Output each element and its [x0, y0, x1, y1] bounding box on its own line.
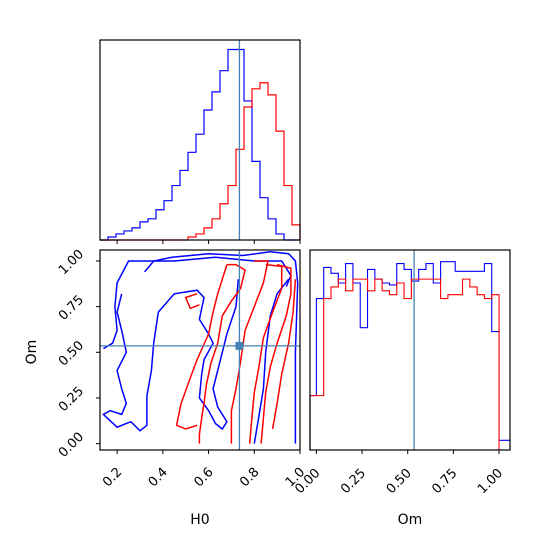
contour-series-b-6 — [184, 293, 200, 310]
y-axis-label-om: Om — [24, 340, 40, 365]
h0-hist-frame — [99, 39, 301, 241]
contour-series-b-2 — [248, 263, 283, 444]
h0-om-contour-panel: 0.2 0.4 0.6 0.8 1.00.000.250.500.751.00 — [56, 247, 308, 490]
contour-series-b-3 — [260, 263, 292, 444]
contour-series-a-3 — [253, 278, 290, 444]
om-hist-series-b — [309, 278, 510, 451]
contour-series-a-0 — [144, 251, 299, 444]
om-y-tick-label: 0.00 — [56, 430, 87, 461]
h0-x-tick-label: 0.8 — [237, 465, 262, 490]
h0-hist-series-a — [100, 48, 300, 241]
om-y-tick-label: 1.00 — [56, 247, 87, 278]
om-histogram-panel: 0.00 0.25 0.50 0.75 1.00 — [292, 249, 511, 497]
om-x-tick-label: 0.75 — [429, 466, 460, 497]
om-hist-frame — [309, 249, 511, 451]
x-axis-label-om: Om — [398, 512, 423, 528]
contour-series-b-5 — [175, 264, 228, 430]
h0-x-tick-label: 0.4 — [146, 465, 171, 490]
om-y-tick-label: 0.50 — [56, 338, 87, 369]
h0-hist-series-b — [100, 82, 301, 241]
contour-series-a-2 — [102, 279, 240, 432]
om-hist-series-a — [309, 261, 511, 450]
contour-group — [102, 251, 299, 444]
h0-histogram-panel — [99, 39, 301, 244]
om-x-tick-label: 1.00 — [475, 466, 506, 497]
contour-series-b-4 — [271, 279, 297, 430]
truth-marker — [235, 341, 244, 350]
om-y-tick-label: 0.75 — [56, 293, 87, 324]
h0-x-tick-label: 0.6 — [191, 465, 216, 490]
contour-frame — [99, 249, 301, 451]
h0-x-tick-label: 0.2 — [100, 465, 125, 490]
x-axis-label-h0: H0 — [190, 512, 209, 528]
contour-series-b-1 — [230, 260, 269, 444]
contour-series-a-1 — [103, 256, 292, 350]
om-y-tick-label: 0.25 — [56, 384, 87, 415]
contour-series-b-0 — [198, 263, 246, 444]
om-x-tick-label: 0.25 — [338, 466, 369, 497]
om-x-tick-label: 0.50 — [384, 466, 415, 497]
